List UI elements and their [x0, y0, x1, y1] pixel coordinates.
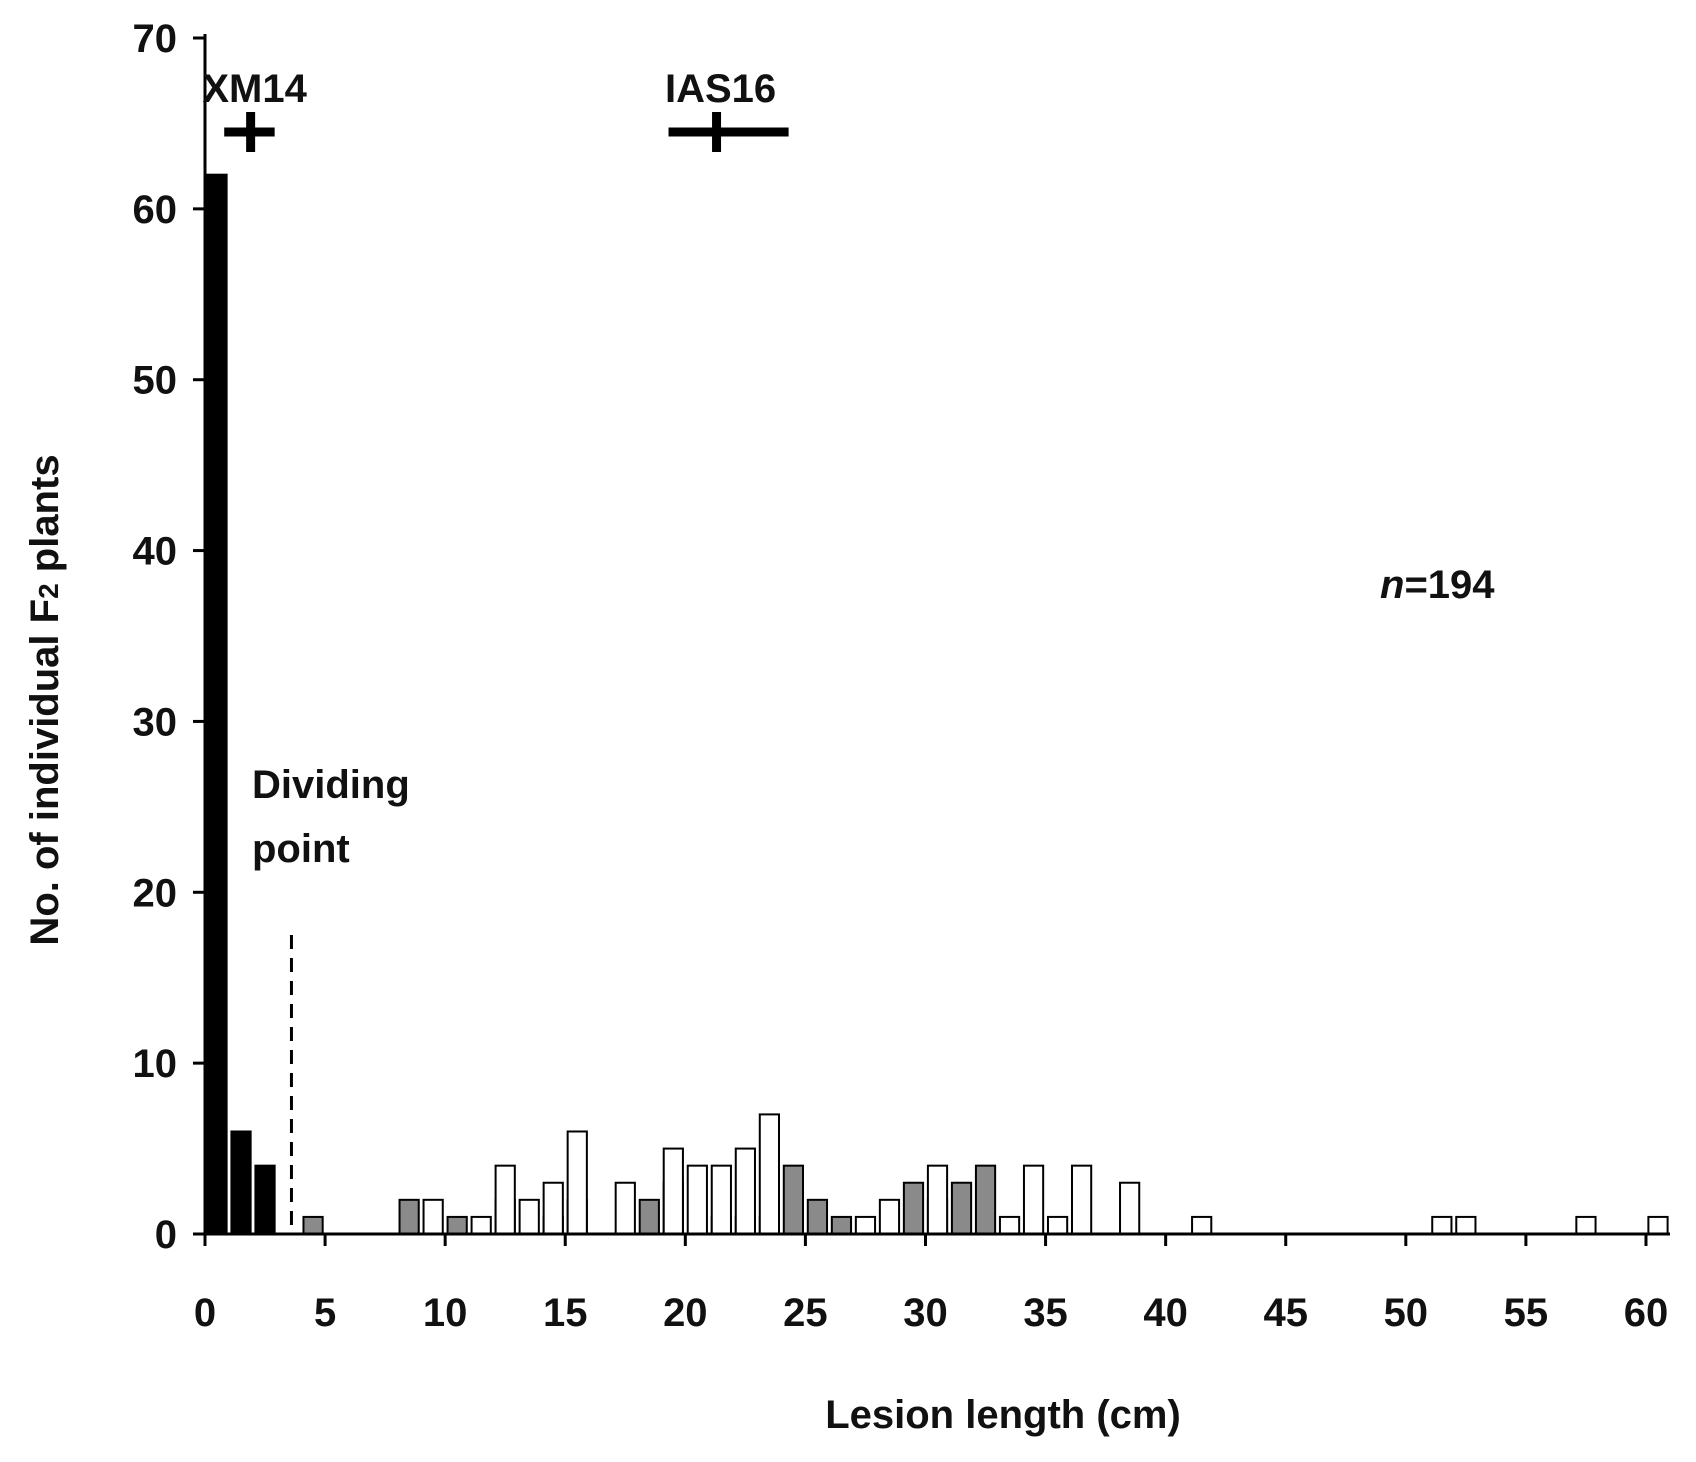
bar-series3-23 [1575, 1215, 1597, 1236]
y-axis-title-subscript: 2 [33, 583, 64, 599]
x-tick-label-60: 60 [1624, 1291, 1669, 1335]
bar-series3-22 [1455, 1215, 1477, 1236]
y-tick-label-0: 0 [155, 1213, 177, 1257]
bar-series2-0 [302, 1215, 324, 1236]
ticks-layer: 0 10 20 30 40 50 60 70 0 5 10 15 20 25 30 35 40 45 50 55 60 [133, 17, 1669, 1335]
y-axis-title-prefix: No. of individual F [23, 599, 67, 946]
y-tick-label-30: 30 [133, 700, 178, 744]
y-axis-title-suffix: plants [23, 454, 67, 583]
sample-size-n: n [1380, 563, 1404, 607]
bar-series3-8 [686, 1164, 708, 1235]
y-tick-label-60: 60 [133, 188, 178, 232]
bar-series2-17 [974, 1164, 997, 1235]
bar-series2-2 [446, 1215, 468, 1236]
bar-series3-7 [662, 1147, 684, 1235]
x-tick-label-20: 20 [663, 1291, 708, 1335]
x-tick-label-15: 15 [543, 1291, 588, 1335]
y-tick-label-70: 70 [133, 17, 178, 61]
bar-series3-5 [566, 1130, 588, 1235]
bar-series3-4 [542, 1181, 564, 1235]
bar-series1-1 [230, 1130, 252, 1235]
x-tick-label-50: 50 [1384, 1291, 1429, 1335]
x-axis-title: Lesion length (cm) [825, 1393, 1181, 1437]
bar-series3-1 [470, 1215, 492, 1236]
bar-series3-0 [422, 1198, 444, 1236]
bar-series3-9 [710, 1164, 732, 1235]
bar-series3-15 [998, 1215, 1021, 1236]
bar-series2-6 [638, 1198, 660, 1236]
bar-series3-2 [494, 1164, 516, 1235]
x-tick-label-40: 40 [1143, 1291, 1188, 1335]
bar-series3-14 [926, 1164, 949, 1235]
x-tick-label-35: 35 [1023, 1291, 1068, 1335]
y-tick-label-10: 10 [133, 1042, 178, 1086]
bar-series3-24 [1647, 1215, 1669, 1236]
x-tick-label-30: 30 [903, 1291, 948, 1335]
dividing-point-label-line1: Dividing [252, 763, 410, 807]
dividing-point-label-line2: point [252, 827, 350, 871]
bar-series3-18 [1070, 1164, 1093, 1235]
bar-series3-12 [854, 1215, 877, 1236]
bar-series3-13 [878, 1198, 901, 1236]
bar-series1-2 [254, 1164, 276, 1235]
y-tick-label-20: 20 [133, 871, 178, 915]
bar-series3-17 [1046, 1215, 1069, 1236]
bar-series3-16 [1022, 1164, 1045, 1235]
x-tick-label-10: 10 [423, 1291, 468, 1335]
bar-series3-3 [518, 1198, 540, 1236]
bar-series2-14 [902, 1181, 925, 1235]
x-tick-label-5: 5 [314, 1291, 336, 1335]
bars-layer [206, 173, 1669, 1236]
bar-series3-21 [1431, 1215, 1453, 1236]
bar-series2-13 [830, 1215, 853, 1236]
y-axis-title: No. of individual F2 plants [23, 454, 67, 945]
bar-series1-0 [206, 173, 228, 1236]
bar-series2-11 [782, 1164, 805, 1235]
bar-series3-6 [614, 1181, 636, 1235]
x-tick-label-45: 45 [1263, 1291, 1308, 1335]
y-tick-label-50: 50 [133, 359, 178, 403]
x-tick-label-25: 25 [783, 1291, 828, 1335]
annotation-layer: XM14 IAS16 [202, 67, 789, 1234]
bar-series3-10 [734, 1147, 756, 1235]
y-tick-label-40: 40 [133, 530, 178, 574]
bar-series2-12 [806, 1198, 829, 1236]
sample-size-value: =194 [1404, 563, 1495, 607]
ias16-label: IAS16 [665, 67, 776, 111]
x-tick-label-55: 55 [1504, 1291, 1549, 1335]
bar-series3-19 [1119, 1181, 1141, 1235]
x-tick-label-0: 0 [194, 1291, 216, 1335]
sample-size-label: n=194 [1380, 563, 1495, 607]
bar-series2-16 [950, 1181, 973, 1235]
bar-series2-1 [398, 1198, 420, 1236]
bar-series3-11 [758, 1113, 780, 1236]
bar-series3-20 [1191, 1215, 1213, 1236]
xm14-label: XM14 [202, 67, 307, 111]
axes-layer [195, 34, 1670, 1236]
